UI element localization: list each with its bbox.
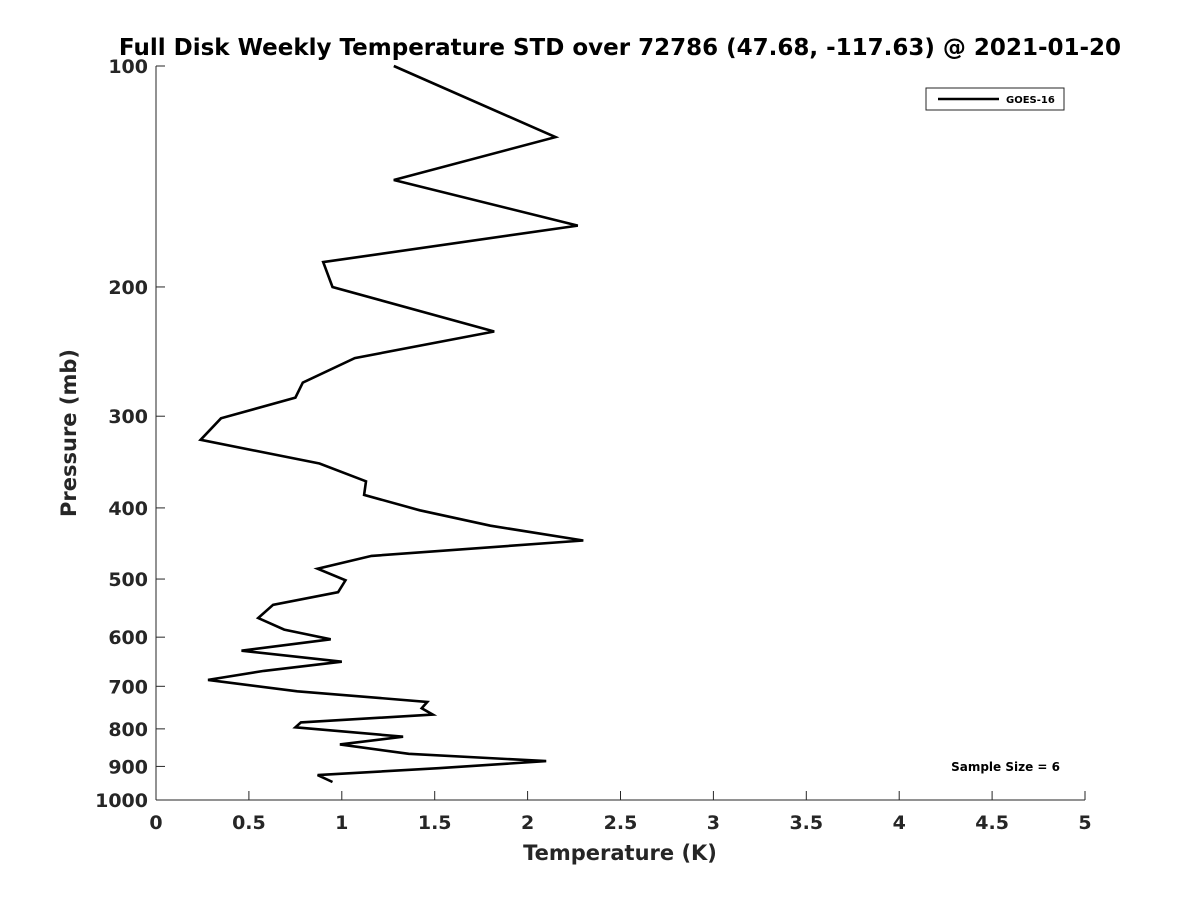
legend: GOES-16 (925, 87, 1065, 111)
x-tick-label: 2 (521, 812, 534, 834)
y-tick-label: 200 (108, 277, 148, 299)
x-axis-label: Temperature (K) (523, 841, 717, 865)
y-tick-label: 500 (108, 569, 148, 591)
legend-entry-goes-16: GOES-16 (1006, 95, 1055, 106)
y-axis-ticks: 100 200 300 400 500 600 700 800 900 1000 (95, 56, 165, 812)
chart-title: Full Disk Weekly Temperature STD over 72… (119, 35, 1121, 61)
x-tick-label: 3.5 (789, 812, 823, 834)
x-tick-label: 3 (707, 812, 720, 834)
y-tick-label: 900 (108, 756, 148, 778)
y-tick-label: 100 (108, 56, 148, 78)
x-tick-label: 5 (1078, 812, 1091, 834)
x-tick-label: 4 (893, 812, 906, 834)
y-tick-label: 1000 (95, 790, 148, 812)
series-line-goes-16 (198, 64, 584, 784)
x-tick-label: 4.5 (975, 812, 1009, 834)
x-tick-label: 0.5 (232, 812, 266, 834)
y-tick-label: 400 (108, 498, 148, 520)
x-tick-label: 1.5 (418, 812, 452, 834)
y-tick-label: 700 (108, 676, 148, 698)
x-tick-label: 0 (149, 812, 162, 834)
y-tick-label: 300 (108, 406, 148, 428)
x-tick-label: 1 (335, 812, 348, 834)
y-tick-label: 800 (108, 719, 148, 741)
sample-size-annotation: Sample Size = 6 (951, 760, 1060, 774)
x-tick-label: 2.5 (604, 812, 638, 834)
x-axis-ticks: 0 0.5 1 1.5 2 2.5 3 3.5 4 4.5 5 (149, 791, 1092, 834)
y-tick-label: 600 (108, 627, 148, 649)
plot-area (156, 66, 1085, 800)
y-axis-label: Pressure (mb) (57, 349, 81, 517)
